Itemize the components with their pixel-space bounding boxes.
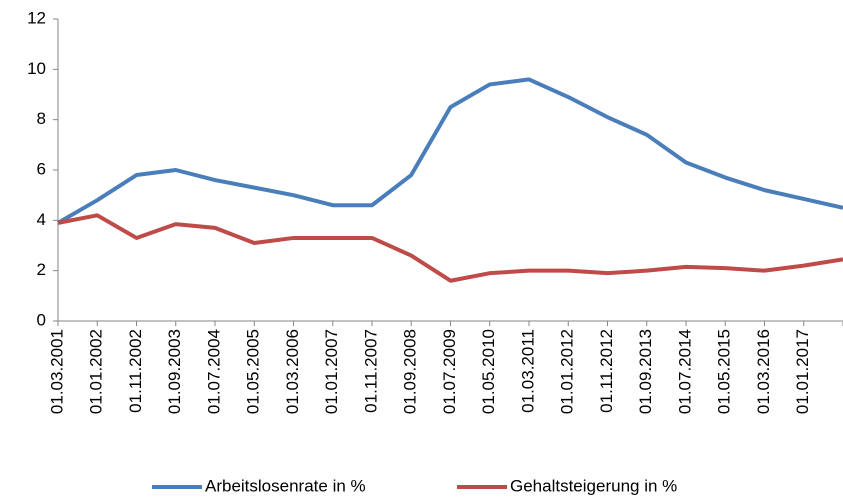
y-tick-label: 8	[37, 109, 46, 128]
x-tick-label: 01.03.2006	[283, 329, 302, 414]
x-tick-label: 01.07.2009	[440, 329, 459, 414]
x-tick-label: 01.07.2004	[204, 329, 223, 414]
y-tick-label: 12	[27, 8, 46, 27]
legend-label: Gehaltsteigerung in %	[510, 476, 677, 495]
x-tick-label: 01.09.2008	[401, 329, 420, 414]
x-tick-label: 01.03.2016	[754, 329, 773, 414]
x-tick-label: 01.01.2007	[322, 329, 341, 414]
x-tick-label: 01.01.2012	[558, 329, 577, 414]
x-tick-label: 01.01.2002	[87, 329, 106, 414]
x-tick-label: 01.11.2002	[126, 329, 145, 413]
series-line	[57, 77, 843, 225]
x-tick-label: 01.09.2013	[636, 329, 655, 414]
legend-label: Arbeitslosenrate in %	[205, 476, 366, 495]
y-tick-label: 6	[37, 159, 46, 178]
x-tick-label: 01.09.2003	[165, 329, 184, 414]
y-tick-label: 4	[37, 210, 46, 229]
y-tick-label: 2	[37, 260, 46, 279]
x-tick-label: 01.05.2010	[479, 329, 498, 414]
y-tick-label: 10	[27, 59, 46, 78]
x-tick-label: 01.05.2005	[244, 329, 263, 414]
x-tick-label: 01.11.2007	[361, 329, 380, 413]
series-line	[57, 213, 843, 283]
x-tick-label: 01.03.2011	[518, 329, 537, 413]
x-tick-label: 01.11.2012	[597, 329, 616, 413]
x-tick-label: 01.03.2001	[47, 329, 66, 414]
x-tick-label: 01.05.2015	[715, 329, 734, 414]
x-tick-label: 01.07.2014	[675, 329, 694, 414]
y-tick-label: 0	[37, 310, 46, 329]
x-tick-label: 01.01.2017	[793, 329, 812, 414]
